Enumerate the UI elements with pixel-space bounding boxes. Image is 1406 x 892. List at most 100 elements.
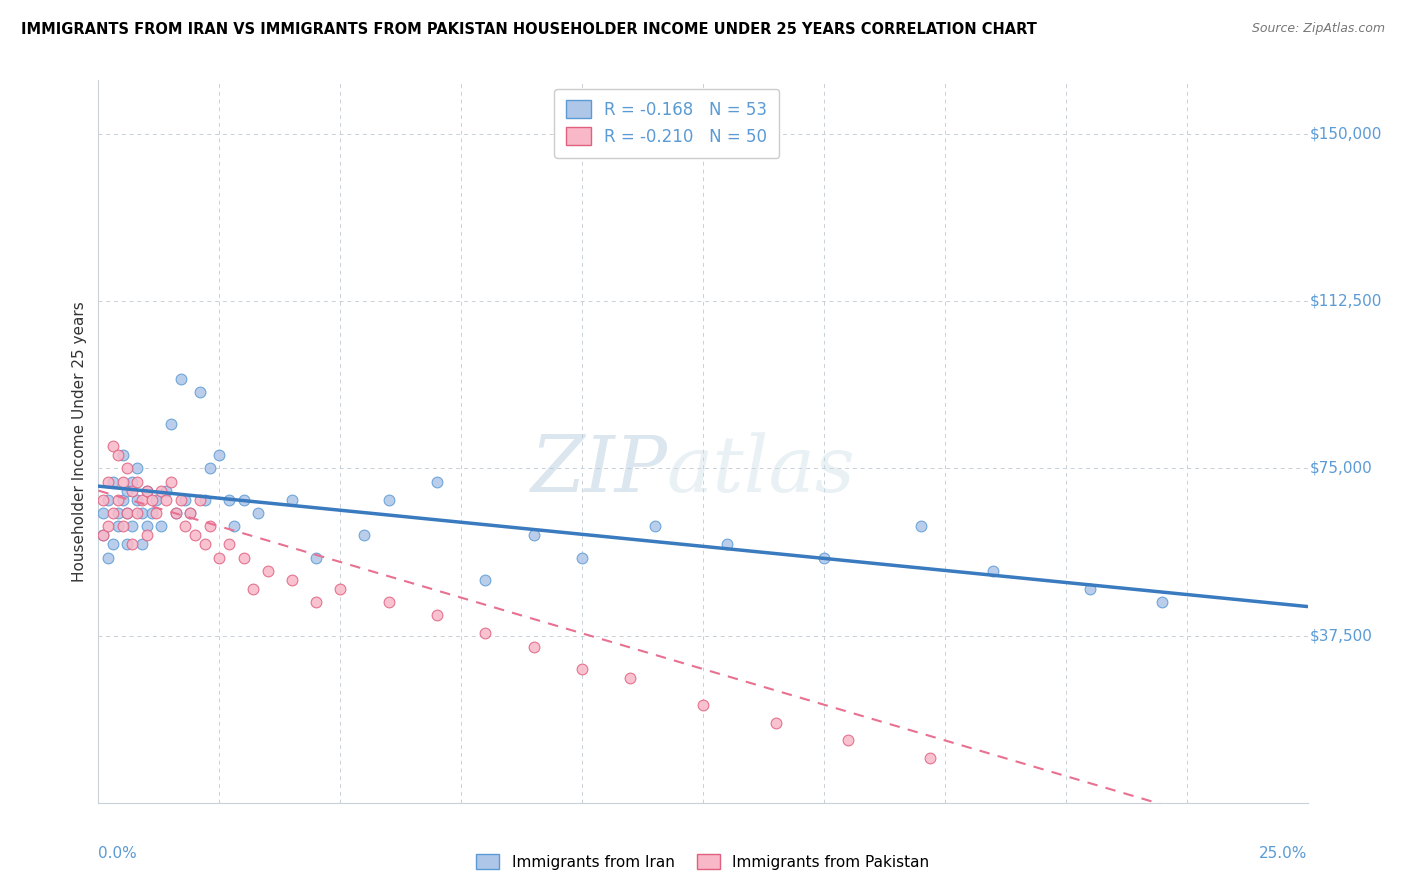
Point	[619, 671, 641, 685]
Point	[107, 492, 129, 507]
Point	[232, 550, 254, 565]
Point	[121, 483, 143, 498]
Point	[150, 519, 173, 533]
Point	[111, 519, 134, 533]
Point	[97, 519, 120, 533]
Point	[179, 506, 201, 520]
Point	[107, 448, 129, 462]
Text: IMMIGRANTS FROM IRAN VS IMMIGRANTS FROM PAKISTAN HOUSEHOLDER INCOME UNDER 25 YEA: IMMIGRANTS FROM IRAN VS IMMIGRANTS FROM …	[21, 22, 1038, 37]
Point	[305, 550, 328, 565]
Point	[426, 608, 449, 623]
Point	[188, 385, 211, 400]
Point	[145, 492, 167, 507]
Point	[1078, 582, 1101, 596]
Point	[716, 537, 738, 551]
Point	[117, 506, 139, 520]
Point	[131, 492, 153, 507]
Point	[174, 492, 197, 507]
Point	[135, 519, 157, 533]
Point	[813, 550, 835, 565]
Point	[135, 483, 157, 498]
Point	[169, 492, 191, 507]
Text: Source: ZipAtlas.com: Source: ZipAtlas.com	[1251, 22, 1385, 36]
Point	[242, 582, 264, 596]
Point	[920, 751, 942, 765]
Point	[644, 519, 666, 533]
Point	[165, 506, 187, 520]
Text: ZIP: ZIP	[530, 433, 666, 508]
Point	[131, 537, 153, 551]
Point	[101, 537, 124, 551]
Point	[184, 528, 207, 542]
Point	[426, 475, 449, 489]
Point	[523, 528, 546, 542]
Text: $37,500: $37,500	[1310, 628, 1372, 643]
Point	[145, 506, 167, 520]
Point	[121, 475, 143, 489]
Text: $112,500: $112,500	[1310, 293, 1382, 309]
Point	[165, 506, 187, 520]
Point	[97, 475, 120, 489]
Point	[101, 506, 124, 520]
Point	[117, 483, 139, 498]
Point	[131, 506, 153, 520]
Point	[1152, 595, 1174, 609]
Point	[155, 483, 177, 498]
Point	[179, 506, 201, 520]
Point	[111, 475, 134, 489]
Text: 25.0%: 25.0%	[1260, 847, 1308, 861]
Text: 0.0%: 0.0%	[98, 847, 138, 861]
Point	[377, 595, 399, 609]
Point	[121, 519, 143, 533]
Point	[256, 564, 278, 578]
Point	[377, 492, 399, 507]
Point	[281, 492, 304, 507]
Point	[198, 519, 221, 533]
Point	[194, 492, 217, 507]
Point	[474, 573, 496, 587]
Point	[135, 483, 157, 498]
Point	[111, 448, 134, 462]
Point	[222, 519, 245, 533]
Point	[247, 506, 270, 520]
Point	[117, 461, 139, 475]
Point	[692, 698, 714, 712]
Point	[160, 475, 183, 489]
Point	[232, 492, 254, 507]
Point	[174, 519, 197, 533]
Text: atlas: atlas	[666, 433, 855, 508]
Point	[97, 550, 120, 565]
Point	[97, 492, 120, 507]
Point	[141, 492, 163, 507]
Point	[523, 640, 546, 654]
Point	[121, 537, 143, 551]
Point	[169, 372, 191, 386]
Point	[107, 506, 129, 520]
Point	[91, 506, 114, 520]
Point	[281, 573, 304, 587]
Point	[160, 417, 183, 431]
Point	[91, 528, 114, 542]
Point	[107, 519, 129, 533]
Point	[117, 537, 139, 551]
Point	[127, 461, 149, 475]
Point	[155, 492, 177, 507]
Point	[474, 626, 496, 640]
Point	[150, 483, 173, 498]
Point	[765, 715, 787, 730]
Y-axis label: Householder Income Under 25 years: Householder Income Under 25 years	[72, 301, 87, 582]
Point	[571, 662, 593, 676]
Point	[127, 492, 149, 507]
Text: $150,000: $150,000	[1310, 127, 1382, 141]
Point	[141, 506, 163, 520]
Point	[208, 550, 231, 565]
Point	[117, 506, 139, 520]
Point	[305, 595, 328, 609]
Point	[910, 519, 932, 533]
Point	[91, 492, 114, 507]
Point	[127, 506, 149, 520]
Point	[981, 564, 1004, 578]
Point	[135, 528, 157, 542]
Point	[208, 448, 231, 462]
Point	[198, 461, 221, 475]
